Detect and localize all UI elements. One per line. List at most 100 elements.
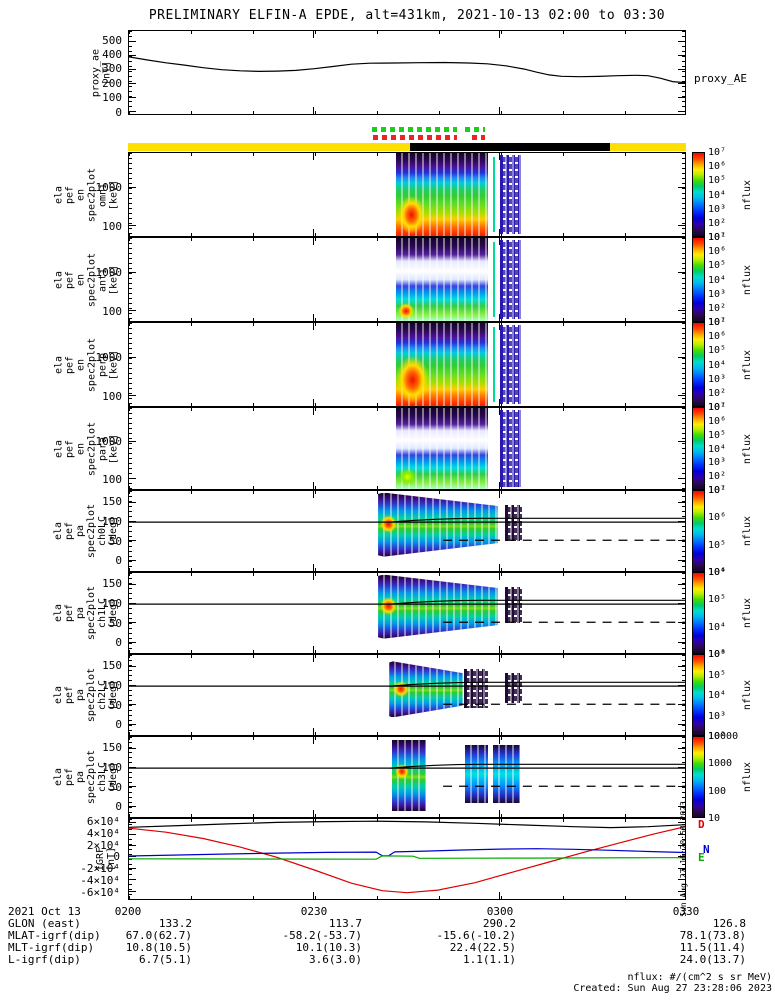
x-major-tick (498, 229, 500, 236)
spectro-hotspot-ch1LC (380, 597, 397, 615)
footer-notes: nflux: #/(cm^2 s sr MeV) Created: Sun Au… (573, 972, 772, 994)
x-major-tick (498, 31, 500, 38)
y-major-tick (129, 96, 136, 98)
y-major-tick (129, 395, 136, 397)
ylabel-anti-line: [keV] (108, 264, 119, 295)
spectro-burst-perp (499, 325, 522, 404)
x-major-tick (313, 655, 315, 662)
x-major-tick (313, 323, 315, 330)
x-major-tick (498, 728, 500, 735)
proxy-ae-ylabel-line: proxy_ae (90, 48, 101, 97)
spectro-burst-anti (492, 242, 495, 317)
colorbar-label: 10⁵ (708, 594, 727, 606)
y-major-tick (129, 867, 136, 869)
ylabel-para: ela pef en spec2plot para [keV] (53, 407, 119, 490)
y-tick-label: 1000 (95, 434, 123, 448)
y-major-tick (678, 622, 685, 624)
colorbar-label: 10 (708, 813, 721, 824)
y-tick-label: 100 (102, 514, 122, 528)
y-tick-label: 2×10⁴ (86, 838, 120, 852)
colorbar-omni (692, 152, 705, 237)
y-major-tick (678, 786, 685, 788)
colorbar-unit-label: nflux (742, 179, 753, 210)
y-tick-label: 50 (108, 616, 122, 630)
colorbar-label: 10⁶ (708, 246, 727, 258)
ylabel-ch2LC-line: [deg] (108, 679, 119, 711)
minor-ticks-right (682, 31, 685, 114)
spectro-panel-para (128, 407, 686, 490)
x-axis-tick-label: 0330 (672, 905, 700, 918)
ylabel-ch0LC: ela pef pa spec2plot ch0LC [deg] (53, 490, 119, 572)
colorbar-label: 10⁶ (708, 331, 727, 343)
minor-ticks-left (129, 238, 132, 321)
minor-ticks-left (129, 737, 132, 817)
ylabel-omni-line: en (75, 188, 86, 201)
spectro-burst-ch1LC (504, 587, 522, 624)
ylabel-perp: ela pef en spec2plot perp [keV] (53, 322, 119, 407)
minor-ticks-left (129, 408, 132, 489)
y-tick-label: -6×10⁴ (80, 885, 120, 899)
y-tick-label: 50 (108, 534, 122, 548)
minor-ticks-left (129, 323, 132, 406)
y-major-tick (129, 68, 136, 70)
y-major-tick (678, 478, 685, 480)
ylabel-anti-line: ela (53, 270, 64, 289)
igrf-ylabel-line: IGRF (95, 846, 106, 872)
x-major-tick (313, 314, 315, 321)
ylabel-para-line: [keV] (108, 433, 119, 464)
ylabel-perp-line: pef (64, 355, 75, 374)
minor-ticks-right (682, 655, 685, 735)
ylabel-ch2LC-line: pa (75, 688, 86, 702)
ylabel-para-line: ela (53, 439, 64, 458)
ylabel-perp-line: en (75, 358, 86, 371)
minor-ticks-left (129, 573, 132, 653)
y-major-tick (678, 805, 685, 807)
x-major-tick (313, 153, 315, 160)
colorbar-para (692, 407, 705, 490)
colorbar-label: 10³ (708, 710, 727, 722)
ylabel-omni-line: spec2plot (86, 167, 97, 222)
ylabel-anti-line: anti (97, 267, 108, 292)
y-major-tick (129, 622, 136, 624)
y-major-tick (678, 641, 685, 643)
colorbar-label: 10000 (708, 731, 739, 742)
spectro-burst-omni (499, 155, 522, 234)
series-D (129, 826, 685, 894)
x-major-tick (313, 810, 315, 817)
y-major-tick (678, 723, 685, 725)
colorbar-label: 10⁴ (708, 274, 727, 286)
y-major-tick (129, 704, 136, 706)
spectro-panel-ch1LC (128, 572, 686, 654)
colorbar-label: 10⁵ (708, 429, 727, 441)
y-major-tick (129, 665, 136, 667)
y-tick-label: 150 (102, 495, 122, 509)
footer-row-value: 10.8(10.5) (125, 941, 192, 954)
y-tick-label: 100 (102, 596, 122, 610)
ylabel-omni: ela pef en spec2plot omni [keV] (53, 152, 119, 237)
collection-status-bar-segment (409, 143, 611, 151)
y-tick-label: 4×10⁴ (86, 826, 120, 840)
y-major-tick (678, 822, 685, 823)
igrf-ylabel-line: [nT] (106, 846, 117, 872)
minor-ticks-top (129, 655, 685, 658)
colorbar-label: 10² (708, 471, 727, 483)
minor-ticks-top (129, 491, 685, 494)
colorbar-label: 10⁶ (708, 161, 727, 173)
y-major-tick (678, 856, 685, 858)
y-major-tick (678, 395, 685, 397)
spectro-burst-perp (492, 327, 495, 402)
y-major-tick (129, 225, 136, 227)
colorbar-label: 10³ (708, 203, 727, 215)
x-major-tick (498, 819, 500, 826)
x-major-tick (498, 399, 500, 406)
colorbar-label: 10⁴ (708, 621, 727, 633)
ylabel-anti: ela pef en spec2plot anti [keV] (53, 237, 119, 322)
footer-row-value: 113.7 (328, 917, 362, 930)
colorbar-ch2LC (692, 654, 705, 736)
proxy-ae-ylabel: proxy_ae [nT] (90, 30, 112, 115)
minor-ticks-right (682, 573, 685, 653)
colorbar-label: 100 (708, 785, 727, 797)
losscone-line (390, 681, 685, 687)
colorbar-label: 10² (708, 217, 727, 229)
